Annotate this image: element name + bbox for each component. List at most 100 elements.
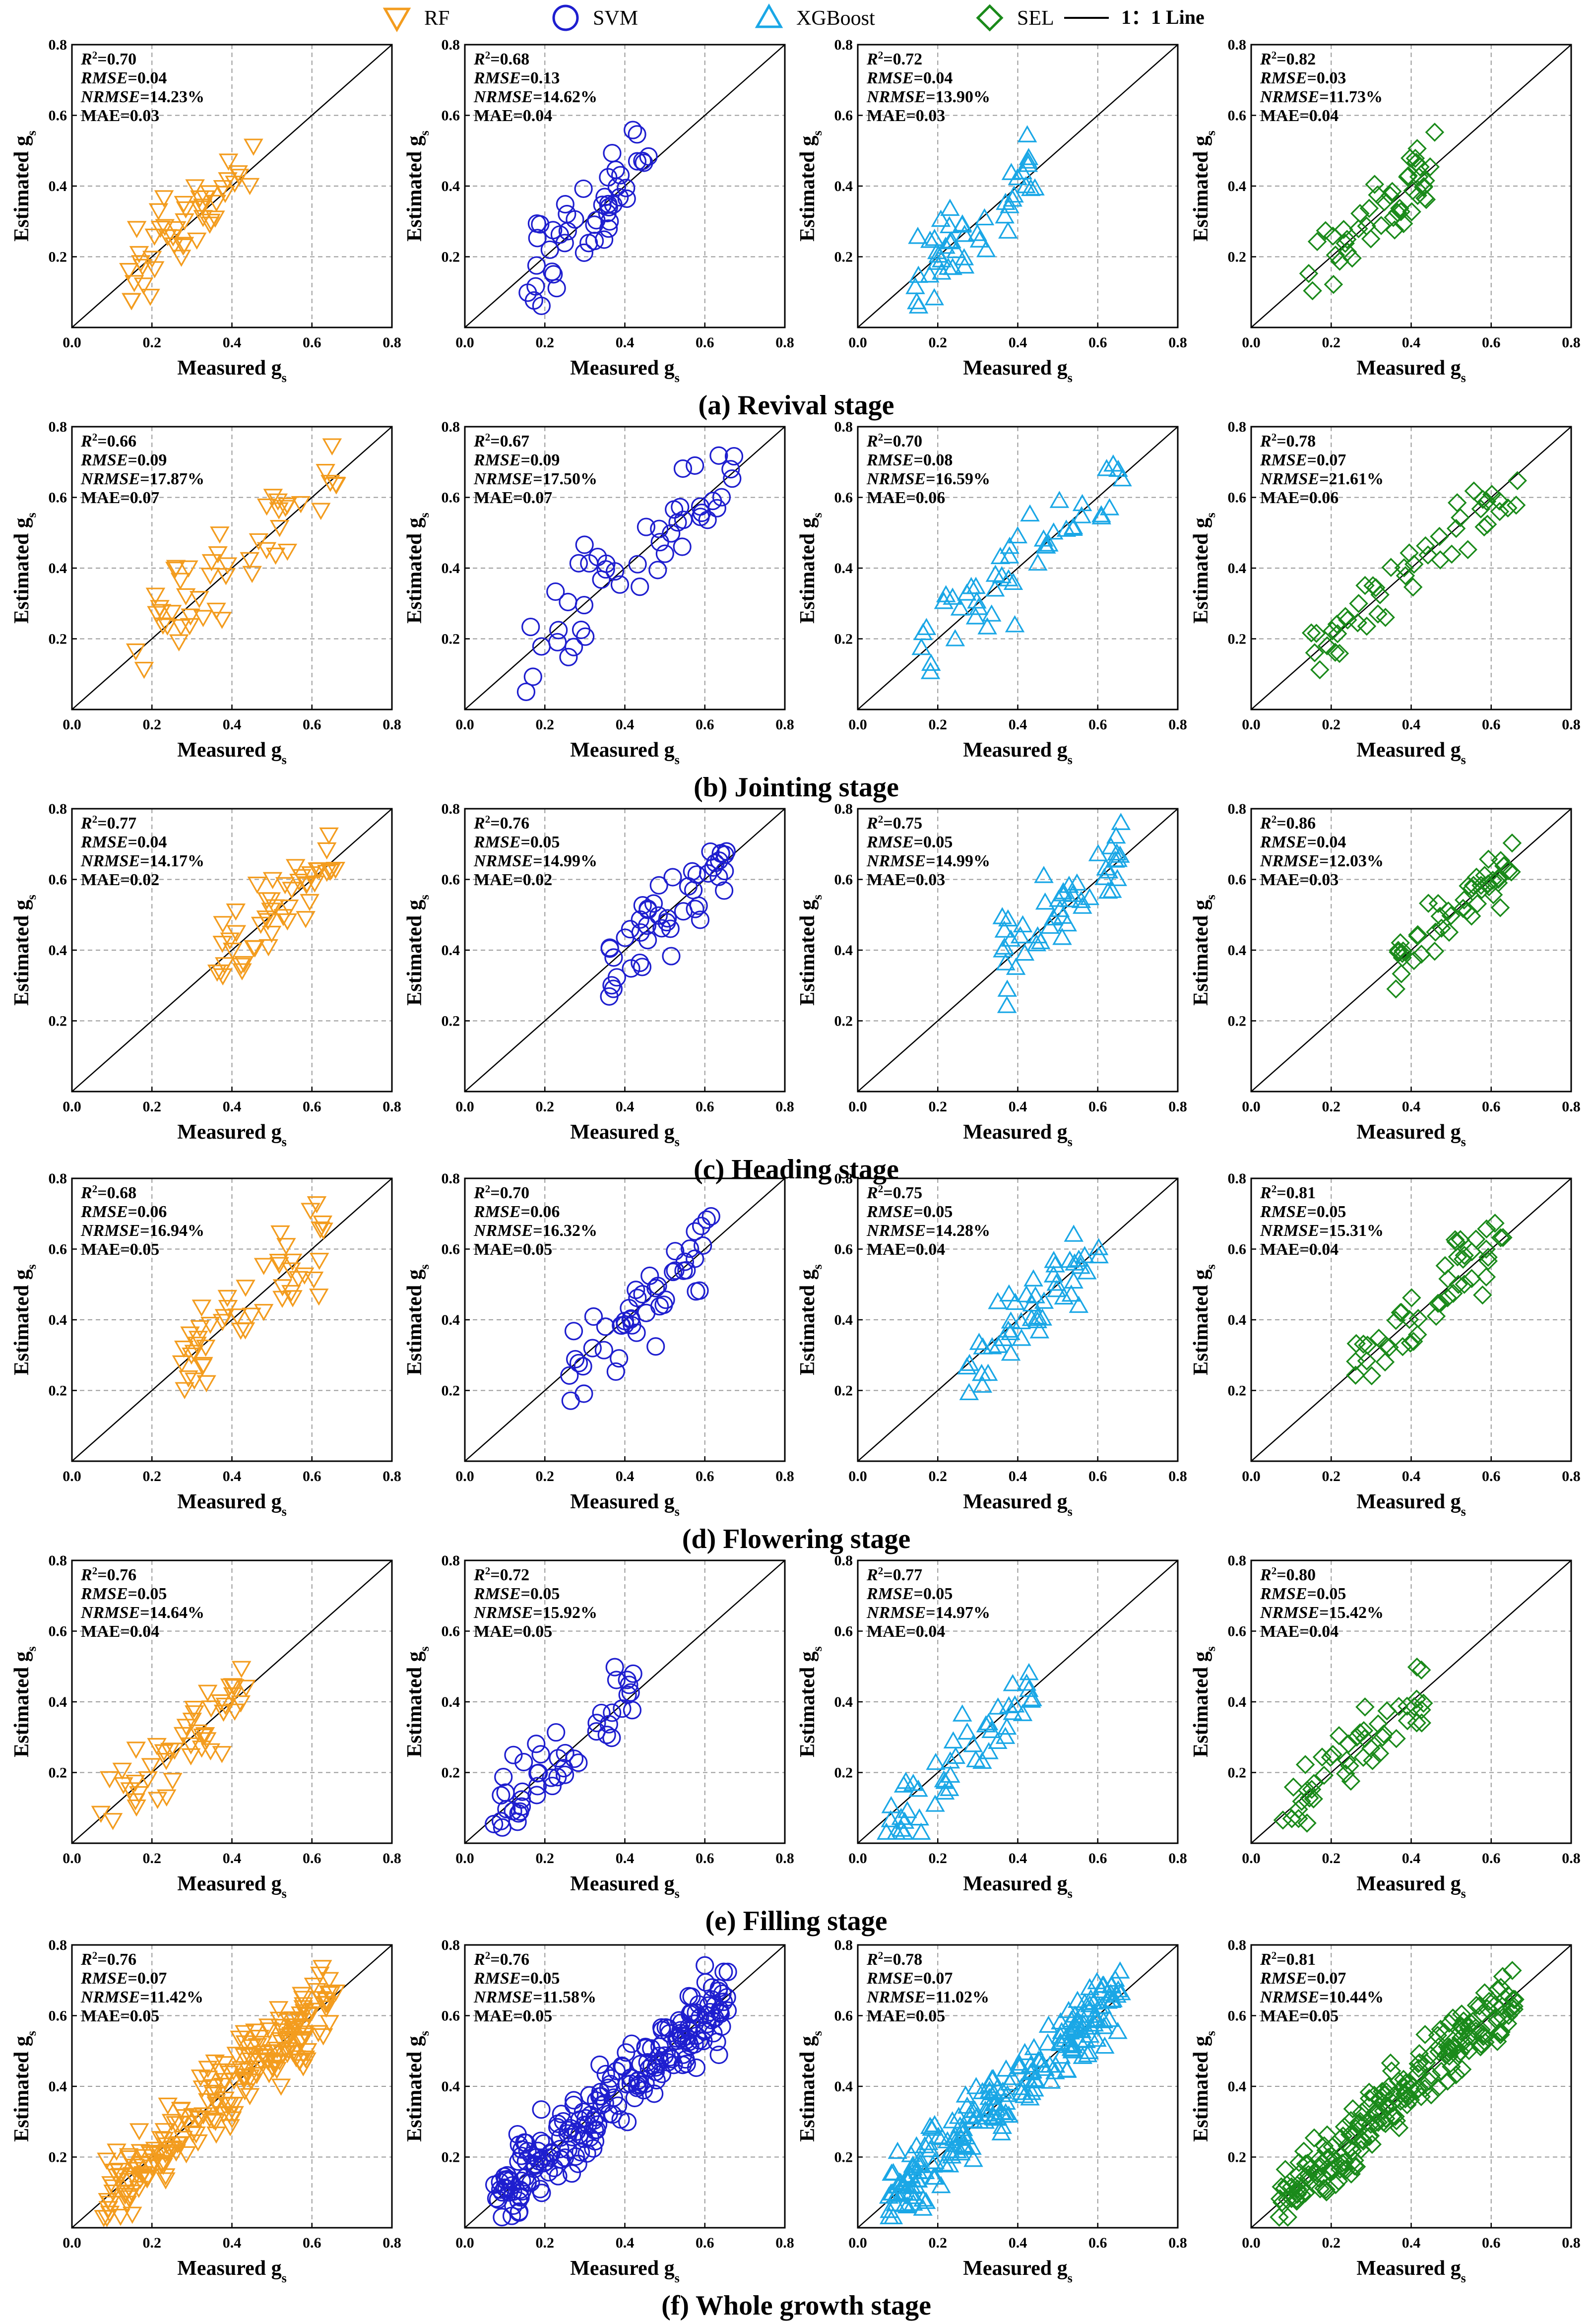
data-point [995,1727,1016,1744]
data-point [1387,2111,1406,2130]
data-point [647,2071,666,2090]
x-tick-label: 0.2 [1322,1850,1341,1867]
y-tick-label: 0.8 [442,1170,460,1187]
x-tick-label: 0.8 [1562,1468,1581,1485]
data-point [120,1782,140,1800]
data-point [183,2125,202,2143]
data-point [1001,1343,1021,1361]
data-point [176,201,196,219]
data-point [1499,861,1519,881]
data-point [504,1802,522,1820]
data-point [993,1329,1013,1346]
x-axis-label: Measured gs [177,1490,287,1519]
rmse-annotation: RMSE=0.03 [1260,69,1346,87]
data-point [955,224,975,242]
nrmse-annotation: NRMSE=17.87% [80,470,204,488]
y-axis-label: Estimated gs [403,513,432,624]
data-point [709,2045,728,2065]
x-tick-label: 0.6 [696,2235,714,2251]
data-point [1349,219,1368,239]
y-tick-label: 0.6 [49,1241,67,1258]
data-point [174,195,194,213]
data-point [972,1751,992,1769]
x-tick-label: 0.2 [929,1098,948,1115]
data-point [1065,2005,1085,2023]
x-axis-label: Measured gs [963,1872,1073,1901]
data-point [1445,1230,1465,1249]
data-point [1075,1993,1095,2010]
data-point [1003,1674,1023,1691]
data-point [204,2086,224,2104]
data-point [1408,2064,1427,2083]
data-point [901,2145,921,2162]
data-point [187,1337,207,1354]
data-point [145,587,166,605]
y-tick-label: 0.6 [1228,490,1247,506]
data-point [587,1722,606,1741]
y-axis-label: Estimated gs [796,1646,825,1757]
data-point [241,2073,261,2091]
y-tick-label: 0.8 [442,419,460,435]
data-point [1015,943,1035,961]
data-point [575,2115,594,2134]
data-point [1015,2043,1035,2061]
y-tick-label: 0.6 [1228,1623,1247,1640]
data-point [1017,125,1037,142]
x-tick-label: 0.0 [63,334,81,351]
data-point [931,2176,951,2194]
x-axis-label: Measured gs [177,1121,287,1149]
data-point [313,2028,333,2046]
data-point [116,2185,135,2202]
y-tick-label: 0.6 [1228,2008,1247,2024]
data-point [1452,2018,1471,2037]
data-point [1107,869,1127,886]
data-point [926,1752,946,1770]
data-point [1477,1999,1497,2018]
x-tick-label: 0.4 [1402,334,1421,351]
data-point [189,591,209,608]
data-point [254,1304,274,1321]
y-tick-label: 0.4 [834,1694,853,1710]
data-point [1493,1227,1513,1247]
data-point [1303,281,1322,301]
data-point [319,1972,339,1990]
data-point [1370,585,1390,604]
data-point [184,1372,204,1390]
data-point [293,2000,313,2017]
data-point [999,1696,1019,1714]
data-point [215,1697,236,1715]
data-point [1092,1997,1112,2014]
x-tick-label: 0.4 [1402,1098,1421,1115]
data-point [1028,553,1048,571]
data-point [213,916,233,933]
data-point [261,892,281,909]
data-point [1043,522,1064,540]
data-point [921,653,941,671]
y-tick-label: 0.8 [1228,1552,1247,1569]
panel-c-rf: 0.0 0.2 0.4 0.6 0.8 0.2 0.4 0.6 0.8 Measured gs Es… [10,801,401,1149]
data-point [1476,1239,1496,1259]
data-point [637,517,656,536]
data-point [1009,2053,1029,2071]
x-tick-label: 0.4 [1009,1468,1027,1485]
data-point [1377,1701,1397,1721]
one-to-one-line [1251,44,1572,328]
data-point [939,216,959,234]
y-axis-label: Estimated gs [10,1646,39,1757]
data-point [176,588,196,606]
data-point [1466,1996,1486,2015]
data-point [510,1802,529,1821]
data-point [983,2068,1003,2086]
data-point [107,2169,127,2186]
nrmse-annotation: NRMSE=11.58% [473,1988,596,2006]
x-tick-label: 0.2 [1322,334,1341,351]
rmse-annotation: RMSE=0.07 [1260,451,1346,469]
legend-entry-xgboost: XGBoost [755,3,875,30]
data-point [97,2210,117,2227]
data-point [1409,2044,1429,2064]
x-tick-label: 0.0 [848,1850,867,1867]
rmse-annotation: RMSE=0.05 [866,833,953,851]
data-point [181,608,200,626]
x-tick-label: 0.0 [1242,1850,1261,1867]
data-point [293,1991,313,2008]
